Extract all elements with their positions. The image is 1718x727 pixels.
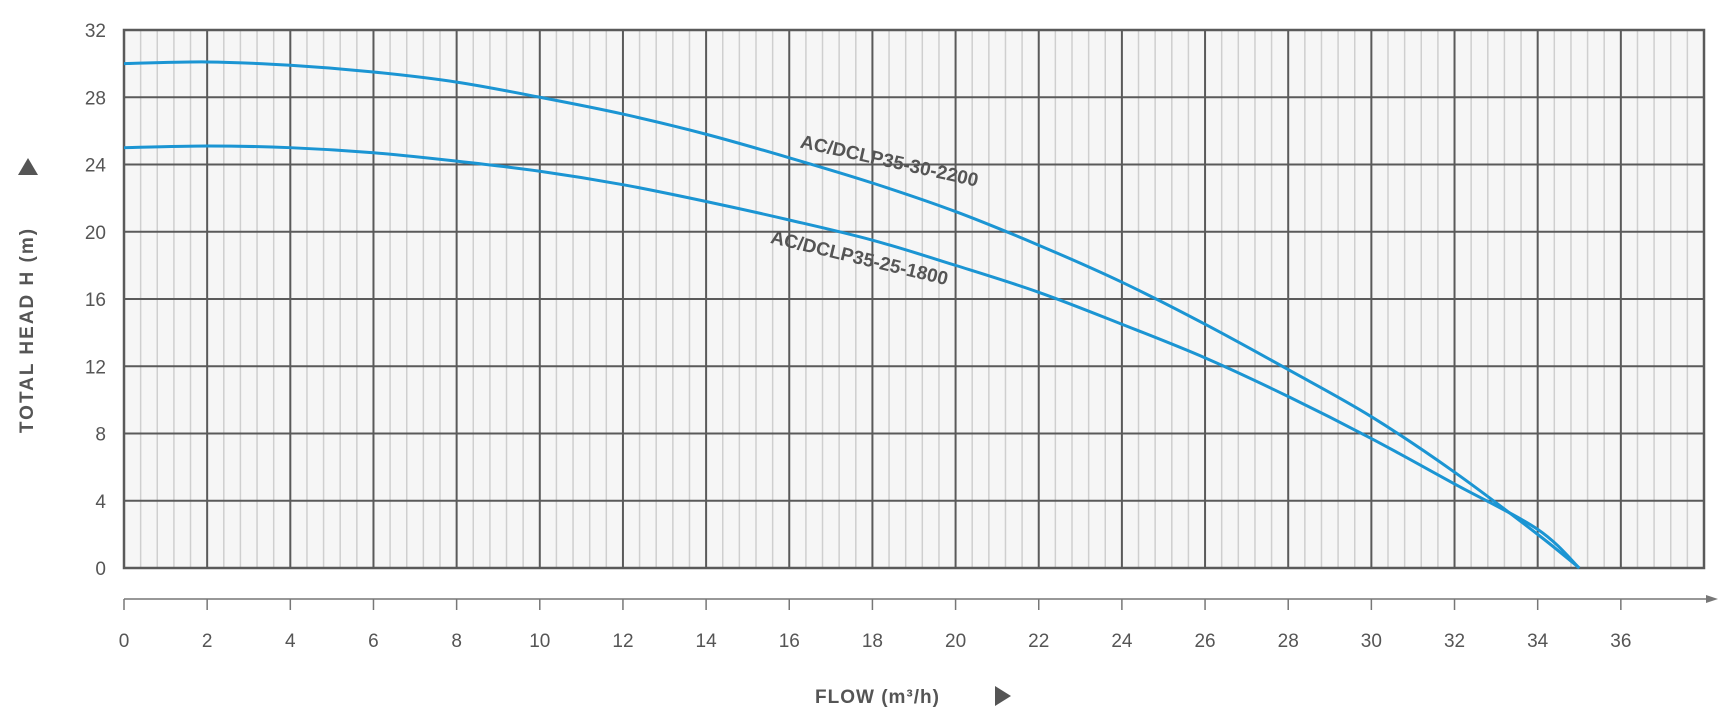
x-tick-label: 30 xyxy=(1361,631,1382,652)
x-tick-label: 26 xyxy=(1194,631,1215,652)
x-tick-label: 12 xyxy=(612,631,633,652)
x-tick-label: 32 xyxy=(1444,631,1465,652)
y-tick-label: 0 xyxy=(95,559,106,580)
x-tick-label: 34 xyxy=(1527,631,1549,652)
curves xyxy=(123,60,1581,570)
x-tick-label: 24 xyxy=(1111,631,1133,652)
y-tick-label: 20 xyxy=(85,223,106,244)
x-axis-label: FLOW (m³/h) xyxy=(815,687,940,708)
y-tick-label: 16 xyxy=(85,290,106,311)
y-tick-label: 32 xyxy=(85,21,106,42)
y-axis-title: TOTAL HEAD H (m) xyxy=(17,227,38,433)
x-tick-label: 8 xyxy=(451,631,462,652)
x-tick-label: 28 xyxy=(1278,631,1299,652)
x-tick-label: 4 xyxy=(285,631,296,652)
x-axis-end-arrow-icon xyxy=(1706,595,1718,603)
y-axis-label: TOTAL HEAD H (m) xyxy=(17,227,38,433)
series-line-2 xyxy=(123,144,1581,570)
plot-border xyxy=(122,28,1706,570)
series-line-1 xyxy=(123,60,1581,570)
x-tick-label: 18 xyxy=(862,631,883,652)
y-tick-labels: 0 4 8 12 16 20 24 28 32 xyxy=(85,21,107,580)
y-tick-label: 4 xyxy=(95,492,106,513)
y-tick-label: 12 xyxy=(85,357,106,378)
x-tick-label: 14 xyxy=(696,631,718,652)
y-tick-label: 28 xyxy=(85,88,106,109)
x-axis: 0 2 4 6 8 10 12 14 16 18 20 22 24 26 28 30 32 34 36 xyxy=(119,595,1718,652)
x-tick-label: 0 xyxy=(119,631,130,652)
x-tick-label: 20 xyxy=(945,631,966,652)
x-tick-label: 2 xyxy=(202,631,213,652)
y-tick-label: 24 xyxy=(85,156,107,177)
y-axis-arrow-icon xyxy=(18,158,38,175)
x-tick-label: 16 xyxy=(779,631,800,652)
x-tick-label: 22 xyxy=(1028,631,1049,652)
major-grid xyxy=(122,28,1706,570)
y-tick-label: 8 xyxy=(95,425,106,446)
x-tick-label: 36 xyxy=(1610,631,1631,652)
x-tick-label: 6 xyxy=(368,631,379,652)
x-axis-arrow-icon xyxy=(995,686,1011,706)
x-tick-label: 10 xyxy=(529,631,550,652)
